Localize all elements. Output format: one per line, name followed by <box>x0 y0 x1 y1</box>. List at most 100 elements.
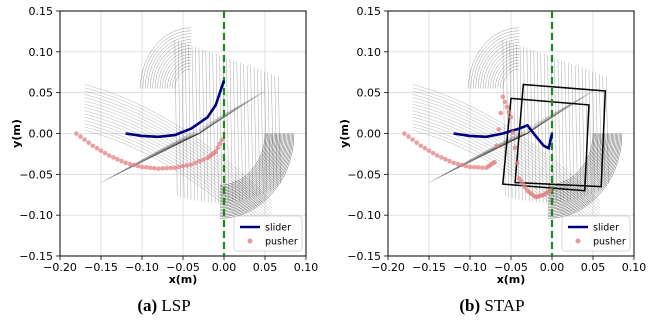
footprint-segment <box>519 132 528 134</box>
series-point-pusher <box>123 160 128 166</box>
series-point-pusher <box>406 134 411 139</box>
footprint-curve <box>412 84 600 202</box>
series-point-pusher <box>215 145 221 150</box>
series-point-pusher <box>90 143 96 149</box>
series-point-pusher <box>193 160 198 166</box>
footprint-arc <box>470 30 520 89</box>
slider-final-pose <box>514 83 607 188</box>
footprint-arc <box>219 133 292 216</box>
footprint-arc <box>219 133 291 214</box>
series-point-pusher <box>119 158 124 164</box>
footprint-arc <box>547 133 619 214</box>
footprint-segment <box>191 45 195 201</box>
series-point-pusher <box>115 156 120 162</box>
footprint-arc <box>154 45 192 89</box>
caption-stap: (b) STAP <box>328 296 656 316</box>
footprint-arc <box>219 133 289 213</box>
series-point-pusher <box>86 140 91 145</box>
y-tick-label: 0.00 <box>357 128 382 141</box>
footprint-segment <box>209 51 212 203</box>
footprint-segment <box>506 40 509 197</box>
footprint-curve <box>412 110 600 228</box>
series-point-pusher <box>430 150 436 156</box>
footprint-arc <box>219 133 284 207</box>
series-point-pusher <box>188 162 194 167</box>
x-tick-label: 0.10 <box>294 261 319 274</box>
series-point-pusher <box>443 156 448 162</box>
chart-panel-stap: −0.20 −0.15 −0.10 −0.05 0.00 0.05 0.10 0.15 0.10… <box>328 0 656 325</box>
footprint-arc <box>482 45 520 89</box>
footprint-curve <box>84 97 272 215</box>
footprint-arc <box>547 133 598 190</box>
footprint-curve <box>412 103 600 221</box>
series-point-pusher <box>219 137 225 143</box>
footprint-segment <box>257 68 261 196</box>
footprint-segment <box>277 76 281 184</box>
series-point-pusher <box>447 158 452 164</box>
x-tick-label: 0.05 <box>581 261 606 274</box>
footprint-arc <box>547 133 596 189</box>
series-point-pusher <box>455 161 460 167</box>
footprint-arc <box>219 133 288 211</box>
series-point-pusher <box>514 160 520 166</box>
footprint-curve <box>84 110 272 228</box>
footprint-arc <box>473 33 520 89</box>
y-tick-label: 0.10 <box>357 46 382 59</box>
footprint-segment <box>174 133 200 142</box>
series-point-pusher <box>510 130 516 135</box>
series-point-pusher <box>201 157 206 162</box>
y-axis-label: y(m) <box>10 119 23 148</box>
footprint-arc <box>547 133 616 211</box>
footprint-curve <box>412 87 600 205</box>
footprint-segment <box>199 120 212 134</box>
footprint-curve <box>412 120 600 238</box>
footprint-arc <box>547 133 604 198</box>
footprint-segment <box>226 57 230 203</box>
footprint-curve <box>412 117 600 235</box>
footprint-segment <box>195 129 200 134</box>
footprint-arc <box>219 133 267 187</box>
footprint-arc <box>547 133 607 201</box>
y-tick-label: −0.10 <box>347 209 381 222</box>
footprint-segment <box>229 59 233 202</box>
series-point-pusher <box>98 148 104 153</box>
footprint-curve <box>84 113 272 231</box>
footprint-wireframe <box>412 27 623 248</box>
series-point-pusher <box>502 99 508 105</box>
footprint-segment <box>527 120 540 134</box>
footprint-arc <box>547 133 594 186</box>
footprint-segment <box>605 76 609 184</box>
series-point-pusher <box>492 159 497 165</box>
series-point-pusher <box>131 162 137 168</box>
footprint-curve <box>84 103 272 221</box>
y-tick-label: −0.15 <box>19 250 53 263</box>
series-point-pusher <box>475 165 481 170</box>
series-point-pusher <box>439 155 444 160</box>
x-axis-label: x(m) <box>169 273 198 286</box>
footprint-segment <box>543 54 547 203</box>
y-tick-label: 0.05 <box>29 87 54 100</box>
y-tick-label: 0.15 <box>357 5 382 18</box>
footprint-arc <box>219 133 268 189</box>
legend: slider pusher <box>561 215 631 252</box>
footprint-curve <box>84 87 272 205</box>
plot-area: −0.20 −0.15 −0.10 −0.05 0.00 0.05 0.100.150.10… <box>338 5 646 286</box>
footprint-wireframe <box>84 27 295 248</box>
footprint-arc <box>502 68 520 89</box>
footprint-arc <box>219 133 295 219</box>
series-point-pusher <box>94 145 100 151</box>
y-axis-label: y(m) <box>338 119 351 148</box>
caption-lsp: (a) LSP <box>0 296 328 316</box>
caption-text: STAP <box>484 296 525 315</box>
footprint-arc <box>547 133 603 196</box>
series-point-pusher <box>547 188 553 193</box>
footprint-arc <box>219 133 276 198</box>
series-point-pusher <box>127 161 132 167</box>
footprint-arc <box>167 60 192 89</box>
x-tick-label: 0.05 <box>253 261 278 274</box>
footprint-arc <box>152 42 192 89</box>
series-point-pusher <box>180 163 186 169</box>
footprint-arc <box>219 133 270 190</box>
footprint-segment <box>588 70 592 195</box>
footprint-arc <box>164 57 192 89</box>
